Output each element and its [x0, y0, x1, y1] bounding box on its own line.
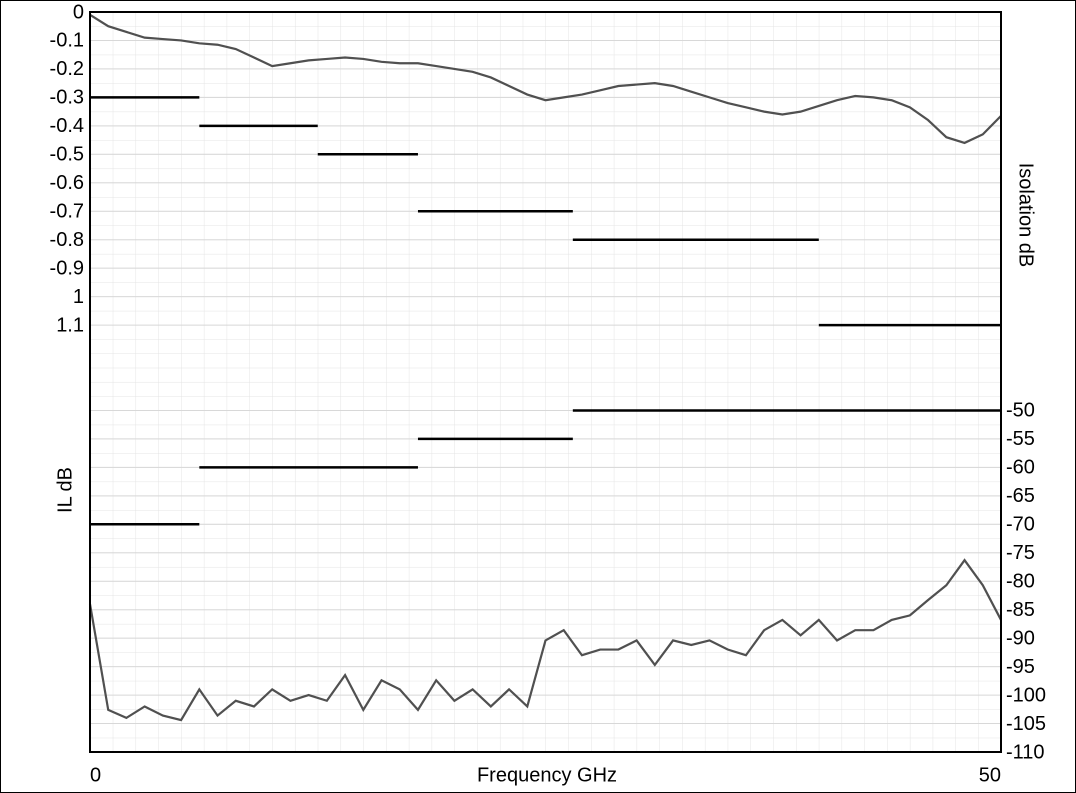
y-tick-label: 0 — [73, 1, 84, 23]
y2-tick-label: -95 — [1006, 656, 1035, 678]
y-tick-label: -0.8 — [50, 229, 84, 251]
y2-tick-label: -80 — [1006, 571, 1035, 593]
y-tick-label: -0.9 — [50, 257, 84, 279]
x-axis-label: Frequency GHz — [477, 764, 617, 786]
y-tick-label: -0.2 — [50, 58, 84, 80]
y-tick-label: -0.1 — [50, 30, 84, 52]
x-tick-label: 0 — [90, 764, 101, 786]
y-axis-label: IL dB — [54, 467, 76, 513]
y2-tick-label: -55 — [1006, 428, 1035, 450]
y2-tick-label: -50 — [1006, 400, 1035, 422]
y-tick-label: -0.5 — [50, 144, 84, 166]
y2-tick-label: -85 — [1006, 599, 1035, 621]
y2-tick-label: -65 — [1006, 485, 1035, 507]
x-tick-label: 50 — [979, 764, 1001, 786]
y-tick-label: 1.1 — [56, 314, 84, 336]
y2-tick-label: -105 — [1006, 713, 1046, 735]
y2-axis-label: Isolation dB — [1015, 163, 1037, 268]
y-tick-label: -0.3 — [50, 87, 84, 109]
plot-border — [89, 11, 1002, 753]
series-line — [89, 13, 1002, 145]
y-tick-label: -0.4 — [50, 115, 84, 137]
y-tick-label: 1 — [73, 286, 84, 308]
y-tick-label: -0.7 — [50, 201, 84, 223]
y2-tick-label: -70 — [1006, 514, 1035, 536]
y2-tick-label: -75 — [1006, 542, 1035, 564]
y2-tick-label: -60 — [1006, 457, 1035, 479]
minor-grid — [90, 12, 1001, 752]
y2-tick-label: -90 — [1006, 627, 1035, 649]
y-tick-label: -0.6 — [50, 172, 84, 194]
y2-tick-label: -110 — [1006, 741, 1045, 763]
series-line — [88, 558, 1002, 722]
y2-tick-label: -100 — [1006, 684, 1046, 706]
